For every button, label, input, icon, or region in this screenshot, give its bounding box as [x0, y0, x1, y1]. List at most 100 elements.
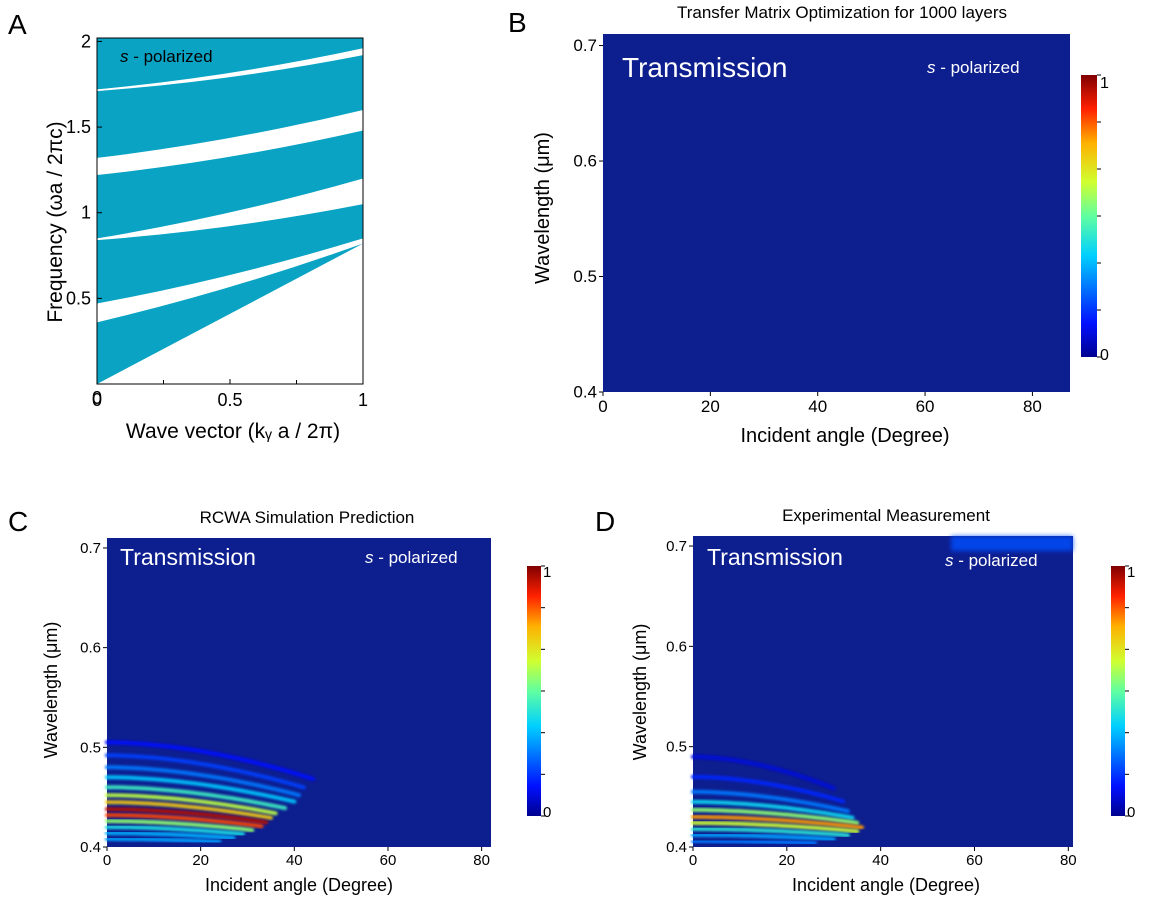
axis-ticks: 0 20 40 60 80 0.4 0.5 0.6 0.7: [666, 538, 1077, 869]
axis-ticks: 0 0.5 10.511.520: [66, 31, 368, 410]
x-tick-label: 80: [1060, 852, 1077, 869]
transmission-band-5: [105, 785, 287, 811]
colorbar-gradient: [1111, 566, 1125, 816]
panel-label: C: [8, 506, 28, 537]
transmission-band-7: [105, 800, 273, 820]
colorbar-ticks: [1097, 74, 1101, 358]
x-tick-label: 0: [103, 852, 111, 869]
x-tick-label: 60: [916, 397, 935, 416]
polarization-annotation: s - polarized: [365, 548, 458, 567]
transmission-band-3: [691, 789, 850, 814]
transmission-band-9: [105, 813, 264, 829]
transmission-band-4: [105, 775, 297, 804]
x-tick-label: 40: [808, 397, 827, 416]
x-tick-label: 20: [778, 852, 795, 869]
y-tick-label: 0.4: [80, 839, 101, 856]
axis-ticks: 0 20 40 60 80 0.4 0.5 0.6 0.7: [80, 540, 490, 869]
heatmap-background: [693, 536, 1073, 847]
transmission-band-8: [691, 826, 850, 838]
x-axis-label: Incident angle (Degree): [740, 425, 949, 447]
band-gap-1: [97, 238, 363, 323]
x-tick-label: 1: [358, 390, 368, 410]
y-tick-label: 0.6: [80, 640, 101, 657]
x-tick-label: 80: [473, 852, 490, 869]
colorbar-min-label: 0: [1100, 347, 1109, 364]
y-tick-label: 0.4: [666, 839, 687, 856]
colorbar: 1 0: [1111, 564, 1135, 821]
transmission-band-12: [105, 831, 236, 840]
x-tick-label: 20: [192, 852, 209, 869]
y-tick-label: 1.5: [66, 117, 91, 137]
x-axis-label: Incident angle (Degree): [205, 875, 393, 895]
x-tick-label: 40: [872, 852, 889, 869]
panel-a-band-diagram: A s - polarized 0 0.5 10.511.520 Wave vect…: [8, 9, 368, 443]
panel-c-heatmap: C RCWA Simulation Prediction Transmissio…: [8, 506, 551, 895]
x-tick-label: 40: [286, 852, 303, 869]
transmission-band-11: [105, 825, 245, 836]
x-tick-label: 60: [966, 852, 983, 869]
inset-title: Transmission: [120, 544, 256, 570]
band-gap-3: [97, 109, 363, 176]
chart-title: Transfer Matrix Optimization for 1000 la…: [677, 3, 1007, 22]
x-axis-label: Wave vector (kᵧ a / 2π): [126, 420, 340, 443]
transmission-band-3: [105, 765, 301, 798]
x-tick-label: 60: [380, 852, 397, 869]
transmission-band-6: [105, 793, 278, 816]
colorbar-gradient: [1081, 75, 1097, 357]
y-tick-label: 0.5: [80, 739, 101, 756]
y-tick-label: 0.5: [666, 739, 687, 756]
transmission-band-6: [691, 814, 864, 830]
y-tick-label: 0.4: [573, 383, 597, 402]
band-gap-4: [97, 48, 363, 92]
x-tick-label: 0: [92, 388, 102, 408]
colorbar: 1 0: [1081, 74, 1109, 364]
band-gap-2: [97, 178, 363, 241]
y-tick-label: 2: [81, 31, 91, 51]
transmission-band-1: [691, 754, 836, 791]
colorbar-ticks: [1125, 565, 1129, 817]
y-tick-label: 0.5: [66, 288, 91, 308]
x-tick-label: 0: [689, 852, 697, 869]
y-axis-label: Wavelength (μm): [41, 622, 61, 759]
colorbar-max-label: 1: [543, 564, 551, 581]
heatmap-background: [603, 34, 1070, 392]
transmission-band-1: [105, 740, 315, 781]
colorbar-min-label: 0: [1127, 804, 1135, 821]
transmission-band-4: [691, 799, 855, 820]
colorbar-max-label: 1: [1100, 75, 1109, 92]
colorbar-ticks: [541, 565, 545, 817]
transmission-band-10: [105, 819, 255, 833]
y-tick-label: 0.7: [666, 538, 687, 555]
chart-title: RCWA Simulation Prediction: [200, 508, 415, 527]
panel-b-heatmap: B Transfer Matrix Optimization for 1000 …: [508, 3, 1109, 447]
transmission-band-8: [105, 807, 269, 825]
top-edge-glow: [951, 536, 1073, 552]
inset-title: Transmission: [622, 52, 787, 83]
transmission-band-2: [105, 753, 306, 790]
inset-title: Transmission: [707, 544, 843, 570]
chart-title: Experimental Measurement: [782, 506, 990, 525]
band-plot-area: [97, 38, 363, 384]
y-axis-label: Wavelength (μm): [532, 132, 554, 284]
colorbar-max-label: 1: [1127, 564, 1135, 581]
panel-label: D: [595, 506, 615, 537]
polarization-annotation: s - polarized: [945, 551, 1038, 570]
x-tick-label: 0: [598, 397, 607, 416]
transmission-band-10: [691, 839, 817, 846]
transmission-band-13: [105, 837, 222, 844]
y-tick-label: 0.6: [573, 152, 597, 171]
polarization-annotation: s - polarized: [927, 58, 1020, 77]
y-tick-label: 0.7: [573, 36, 597, 55]
y-axis-label: Frequency (ωa / 2πc): [44, 121, 67, 322]
panel-d-heatmap: D Experimental Measurement Transmission …: [595, 506, 1135, 895]
colorbar: 1 0: [527, 564, 551, 821]
axis-ticks: 0 20 40 60 80 0.4 0.5 0.6 0.7: [573, 36, 1042, 416]
y-tick-label: 0.6: [666, 638, 687, 655]
panel-label: B: [508, 7, 527, 38]
y-tick-label: 0.5: [573, 267, 597, 286]
y-tick-label: 0.7: [80, 540, 101, 557]
heatmap-background: [107, 538, 491, 847]
polarization-annotation: s - polarized: [120, 47, 213, 66]
x-tick-label: 80: [1023, 397, 1042, 416]
